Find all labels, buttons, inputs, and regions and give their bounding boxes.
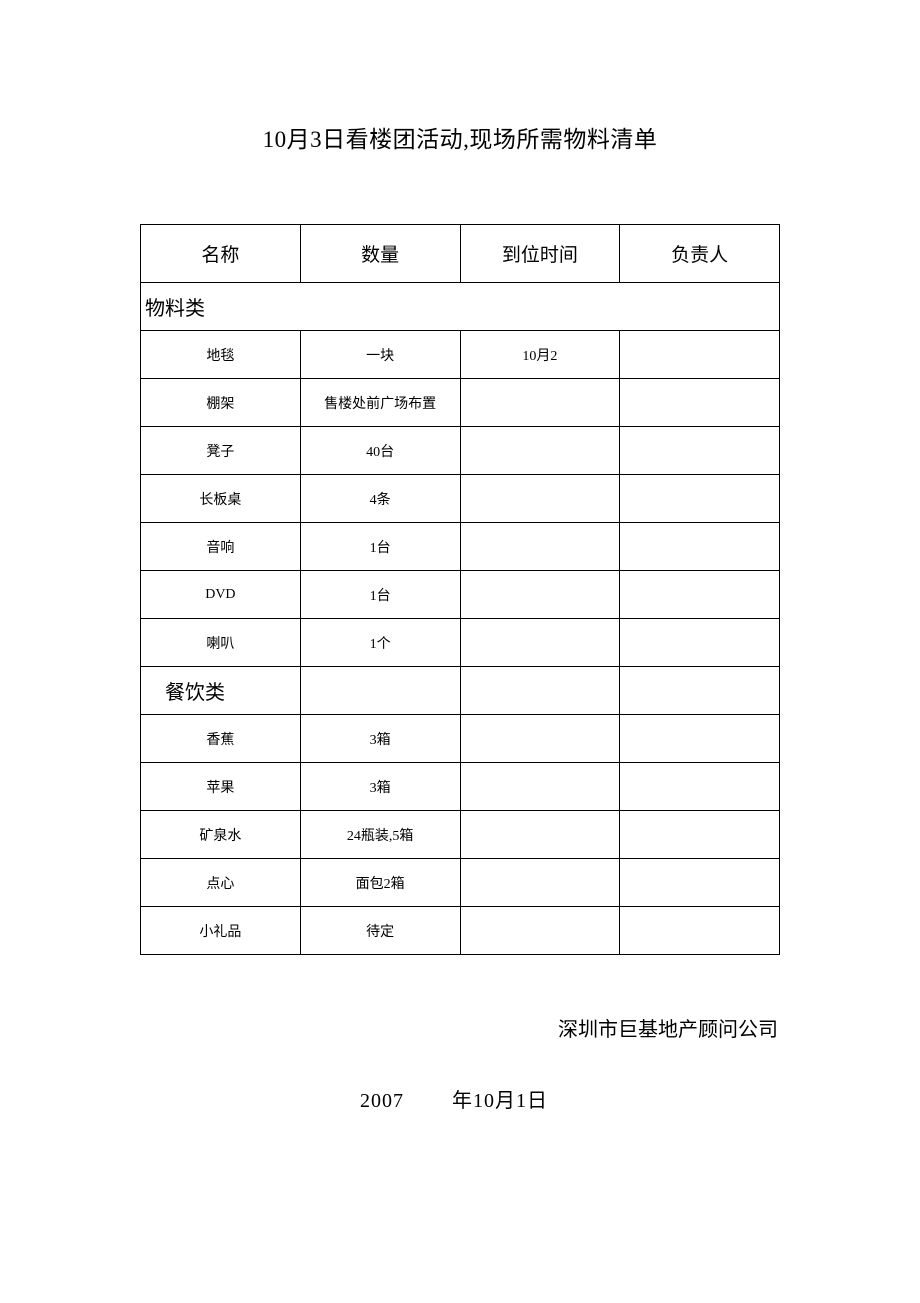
cell-time: 10月2 — [460, 331, 620, 379]
cell-owner — [620, 427, 780, 475]
section-empty-cell — [620, 667, 780, 715]
col-header-name: 名称 — [141, 225, 301, 283]
cell-owner — [620, 763, 780, 811]
document-page: 10月3日看楼团活动,现场所需物料清单 名称 数量 到位时间 负责人 物料类地毯… — [0, 0, 920, 1113]
cell-name: 凳子 — [141, 427, 301, 475]
cell-name: 矿泉水 — [141, 811, 301, 859]
cell-qty: 1台 — [300, 523, 460, 571]
cell-owner — [620, 907, 780, 955]
cell-name: 地毯 — [141, 331, 301, 379]
cell-qty: 待定 — [300, 907, 460, 955]
cell-name: 香蕉 — [141, 715, 301, 763]
table-row: 苹果3箱 — [141, 763, 780, 811]
section-label: 物料类 — [141, 283, 780, 331]
footer-date-year: 2007 — [360, 1090, 404, 1113]
cell-time — [460, 907, 620, 955]
section-label: 餐饮类 — [141, 667, 301, 715]
cell-time — [460, 379, 620, 427]
cell-qty: 1个 — [300, 619, 460, 667]
materials-table: 名称 数量 到位时间 负责人 物料类地毯一块10月2棚架售楼处前广场布置凳子40… — [140, 224, 780, 955]
table-row: 香蕉3箱 — [141, 715, 780, 763]
cell-qty: 一块 — [300, 331, 460, 379]
cell-time — [460, 475, 620, 523]
table-header-row: 名称 数量 到位时间 负责人 — [141, 225, 780, 283]
col-header-qty: 数量 — [300, 225, 460, 283]
cell-owner — [620, 571, 780, 619]
cell-name: 喇叭 — [141, 619, 301, 667]
cell-owner — [620, 523, 780, 571]
table-row: 音响1台 — [141, 523, 780, 571]
section-empty-cell — [460, 667, 620, 715]
cell-time — [460, 811, 620, 859]
cell-qty: 3箱 — [300, 763, 460, 811]
cell-owner — [620, 811, 780, 859]
col-header-time: 到位时间 — [460, 225, 620, 283]
cell-qty: 24瓶装,5箱 — [300, 811, 460, 859]
table-row: 喇叭1个 — [141, 619, 780, 667]
cell-name: 点心 — [141, 859, 301, 907]
footer-date: 2007 年10月1日 — [140, 1084, 780, 1113]
table-section-row: 餐饮类 — [141, 667, 780, 715]
cell-owner — [620, 379, 780, 427]
cell-owner — [620, 715, 780, 763]
cell-time — [460, 427, 620, 475]
cell-time — [460, 715, 620, 763]
cell-name: DVD — [141, 571, 301, 619]
table-body: 物料类地毯一块10月2棚架售楼处前广场布置凳子40台长板桌4条音响1台DVD1台… — [141, 283, 780, 955]
cell-owner — [620, 859, 780, 907]
cell-time — [460, 859, 620, 907]
table-row: 点心面包2箱 — [141, 859, 780, 907]
table-row: 棚架售楼处前广场布置 — [141, 379, 780, 427]
cell-name: 长板桌 — [141, 475, 301, 523]
table-row: DVD1台 — [141, 571, 780, 619]
footer-date-rest: 年10月1日 — [452, 1090, 548, 1112]
section-empty-cell — [300, 667, 460, 715]
cell-time — [460, 523, 620, 571]
cell-owner — [620, 331, 780, 379]
table-row: 凳子40台 — [141, 427, 780, 475]
cell-name: 小礼品 — [141, 907, 301, 955]
cell-qty: 3箱 — [300, 715, 460, 763]
footer-company: 深圳市巨基地产顾问公司 — [140, 1013, 780, 1042]
cell-qty: 面包2箱 — [300, 859, 460, 907]
cell-time — [460, 619, 620, 667]
table-row: 矿泉水24瓶装,5箱 — [141, 811, 780, 859]
table-row: 长板桌4条 — [141, 475, 780, 523]
cell-qty: 1台 — [300, 571, 460, 619]
cell-time — [460, 571, 620, 619]
col-header-owner: 负责人 — [620, 225, 780, 283]
cell-owner — [620, 619, 780, 667]
cell-time — [460, 763, 620, 811]
cell-owner — [620, 475, 780, 523]
cell-name: 音响 — [141, 523, 301, 571]
page-title: 10月3日看楼团活动,现场所需物料清单 — [140, 120, 780, 154]
cell-name: 苹果 — [141, 763, 301, 811]
cell-qty: 售楼处前广场布置 — [300, 379, 460, 427]
table-row: 地毯一块10月2 — [141, 331, 780, 379]
table-section-row: 物料类 — [141, 283, 780, 331]
cell-qty: 4条 — [300, 475, 460, 523]
cell-name: 棚架 — [141, 379, 301, 427]
cell-qty: 40台 — [300, 427, 460, 475]
table-row: 小礼品待定 — [141, 907, 780, 955]
